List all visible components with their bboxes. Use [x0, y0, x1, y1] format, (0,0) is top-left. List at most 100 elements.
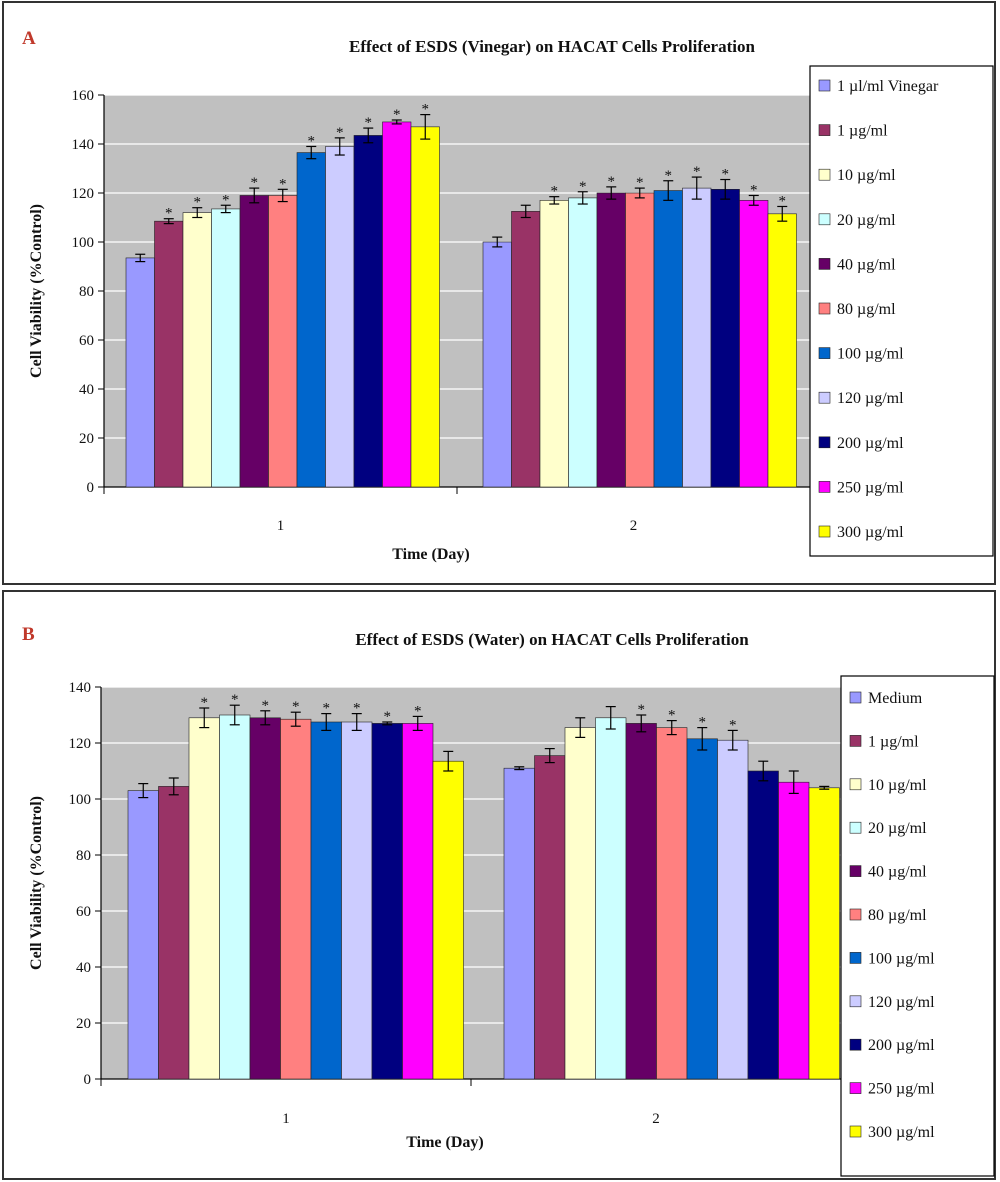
chart-b-ytick-label: 140	[69, 680, 92, 696]
chart-a-significance-star: *	[608, 174, 616, 190]
chart-a-legend-label: 250 µg/ml	[837, 479, 904, 496]
chart-b-ytick-label: 60	[76, 904, 91, 920]
chart-b-bar	[595, 717, 627, 1080]
chart-a-significance-star: *	[222, 192, 230, 208]
chart-a-panel-label: A	[22, 28, 36, 49]
chart-b-bar	[656, 727, 688, 1080]
chart-a-ytick-label: 20	[79, 431, 94, 447]
chart-a-significance-star: *	[750, 182, 758, 198]
chart-a-significance-star: *	[693, 164, 701, 180]
chart-a-ytick-label: 60	[79, 333, 94, 349]
chart-b-xtick-label: 2	[652, 1111, 660, 1127]
chart-b-bar	[432, 760, 464, 1080]
chart-b-significance-star: *	[668, 708, 676, 724]
chart-b-xtick-label: 1	[282, 1111, 290, 1127]
chart-a-significance-star: *	[279, 176, 287, 192]
chart-b-x-axis-title: Time (Day)	[406, 1134, 483, 1151]
chart-a-xtick-label: 1	[277, 518, 285, 534]
chart-a-svg: A Effect of ESDS (Vinegar) on HACAT Cells…	[22, 28, 994, 563]
chart-a-legend-swatch	[818, 168, 831, 181]
chart-b-bar	[808, 787, 840, 1080]
chart-a-bar	[211, 208, 241, 488]
chart-b-bar	[717, 739, 749, 1080]
chart-b-significance-star: *	[699, 715, 707, 731]
chart-b-bar	[503, 767, 535, 1080]
chart-b-significance-star: *	[638, 702, 646, 718]
chart-panel-b: B Effect of ESDS (Water) on HACAT Cells P…	[2, 590, 996, 1180]
chart-panel-a: A Effect of ESDS (Vinegar) on HACAT Cells…	[2, 1, 996, 585]
chart-b-bar	[127, 790, 159, 1080]
chart-a-significance-star: *	[551, 184, 559, 200]
chart-a-legend-label: 1 µl/ml Vinegar	[837, 78, 939, 95]
chart-a-bar	[182, 212, 212, 488]
chart-a-bar	[382, 121, 412, 488]
chart-a-bar	[539, 200, 569, 488]
chart-a-ytick-label: 160	[72, 88, 95, 104]
chart-b-legend-swatch	[849, 735, 862, 747]
chart-a-legend-label: 1 µg/ml	[837, 123, 888, 140]
chart-b-bar	[564, 727, 596, 1080]
chart-a-ytick-label: 100	[72, 235, 95, 251]
chart-a-significance-star: *	[665, 168, 673, 184]
chart-a-bar	[353, 135, 383, 488]
chart-a-bar	[682, 187, 712, 488]
chart-a-ytick-label: 0	[87, 480, 95, 496]
chart-b-bar	[747, 770, 779, 1080]
chart-a-significance-star: *	[336, 125, 344, 141]
chart-b-significance-star: *	[262, 698, 270, 714]
chart-b-legend-swatch	[849, 821, 862, 834]
chart-b-bar	[341, 721, 373, 1080]
chart-b-bar	[219, 714, 251, 1080]
chart-b-bar	[249, 717, 281, 1080]
chart-b-legend-label: 100 µg/ml	[868, 950, 935, 967]
chart-b-ytick-label: 100	[69, 792, 92, 808]
chart-a-ytick-label: 140	[72, 137, 95, 153]
chart-a-bar	[511, 211, 541, 488]
chart-a-legend-swatch	[818, 302, 831, 315]
chart-b-ytick-label: 120	[69, 736, 92, 752]
chart-a-bar	[410, 126, 440, 488]
chart-a-legend-label: 10 µg/ml	[837, 167, 896, 184]
chart-b-legend-swatch	[849, 778, 862, 791]
chart-b-significance-star: *	[414, 703, 422, 719]
chart-a-significance-star: *	[393, 107, 401, 123]
chart-a-bar	[239, 195, 269, 488]
chart-b-legend-label: 250 µg/ml	[868, 1081, 935, 1098]
chart-a-legend-swatch	[818, 258, 831, 270]
chart-b-panel-label: B	[22, 624, 35, 645]
chart-a-bar	[739, 200, 769, 488]
chart-a-ytick-label: 120	[72, 186, 95, 202]
chart-b-bar	[280, 718, 312, 1080]
chart-b-legend-label: 300 µg/ml	[868, 1124, 935, 1141]
chart-b-legend	[840, 675, 995, 1177]
chart-a-legend-label: 80 µg/ml	[837, 301, 896, 318]
chart-a-legend	[809, 65, 994, 557]
chart-a-legend-swatch	[818, 391, 831, 404]
chart-a-legend-swatch	[818, 79, 831, 92]
chart-b-legend-label: 200 µg/ml	[868, 1037, 935, 1054]
chart-b-legend-swatch	[849, 1082, 862, 1094]
chart-a-legend-label: 100 µg/ml	[837, 346, 904, 363]
chart-b-title: Effect of ESDS (Water) on HACAT Cells Pr…	[355, 630, 749, 649]
chart-a-significance-star: *	[722, 167, 730, 183]
chart-b-legend-label: 10 µg/ml	[868, 777, 927, 794]
chart-a-legend-swatch	[818, 525, 831, 538]
chart-a-title: Effect of ESDS (Vinegar) on HACAT Cells …	[349, 37, 755, 56]
chart-a-significance-star: *	[636, 175, 644, 191]
chart-b-y-axis-title: Cell Viability (%Control)	[28, 796, 45, 970]
chart-b-bar	[310, 721, 342, 1080]
chart-b-bar	[534, 755, 566, 1080]
chart-b-bar	[778, 781, 810, 1080]
chart-b-bar	[402, 723, 434, 1080]
chart-a-significance-star: *	[365, 115, 373, 131]
chart-a-legend-label: 20 µg/ml	[837, 212, 896, 229]
chart-b-legend-label: Medium	[868, 690, 923, 707]
chart-a-legend-label: 40 µg/ml	[837, 256, 896, 273]
chart-b-significance-star: *	[729, 717, 737, 733]
chart-b-bar	[625, 723, 657, 1080]
chart-a-significance-star: *	[165, 206, 173, 222]
chart-b-significance-star: *	[201, 695, 209, 711]
chart-b-significance-star: *	[384, 709, 392, 725]
chart-b-ytick-label: 20	[76, 1016, 91, 1032]
chart-a-bar	[268, 195, 298, 488]
